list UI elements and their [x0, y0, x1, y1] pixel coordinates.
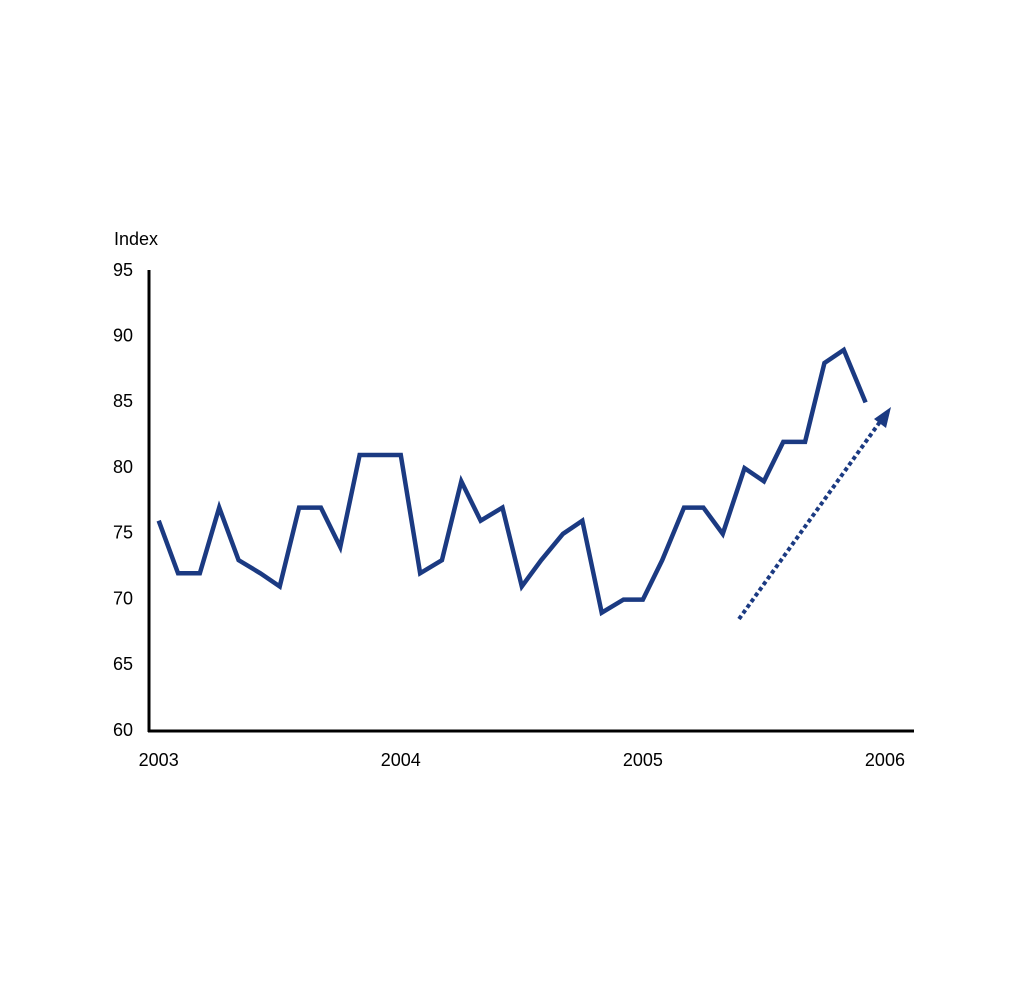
trend-arrow	[737, 407, 891, 621]
trend-arrow-head	[874, 407, 891, 428]
x-tick-label: 2004	[381, 750, 421, 770]
y-tick-label: 70	[113, 588, 133, 608]
y-tick-label: 60	[113, 720, 133, 740]
y-tick-label: 75	[113, 523, 133, 543]
y-tick-label: 95	[113, 260, 133, 280]
x-tick-label: 2006	[865, 750, 905, 770]
y-tick-label: 85	[113, 391, 133, 411]
trend-arrow-shaft	[737, 417, 884, 621]
y-tick-label: 80	[113, 457, 133, 477]
x-tick-label: 2003	[139, 750, 179, 770]
y-tick-label: 90	[113, 325, 133, 345]
y-axis-label: Index	[114, 229, 158, 249]
data-line	[156, 346, 868, 617]
x-tick-label: 2005	[623, 750, 663, 770]
y-tick-label: 65	[113, 654, 133, 674]
